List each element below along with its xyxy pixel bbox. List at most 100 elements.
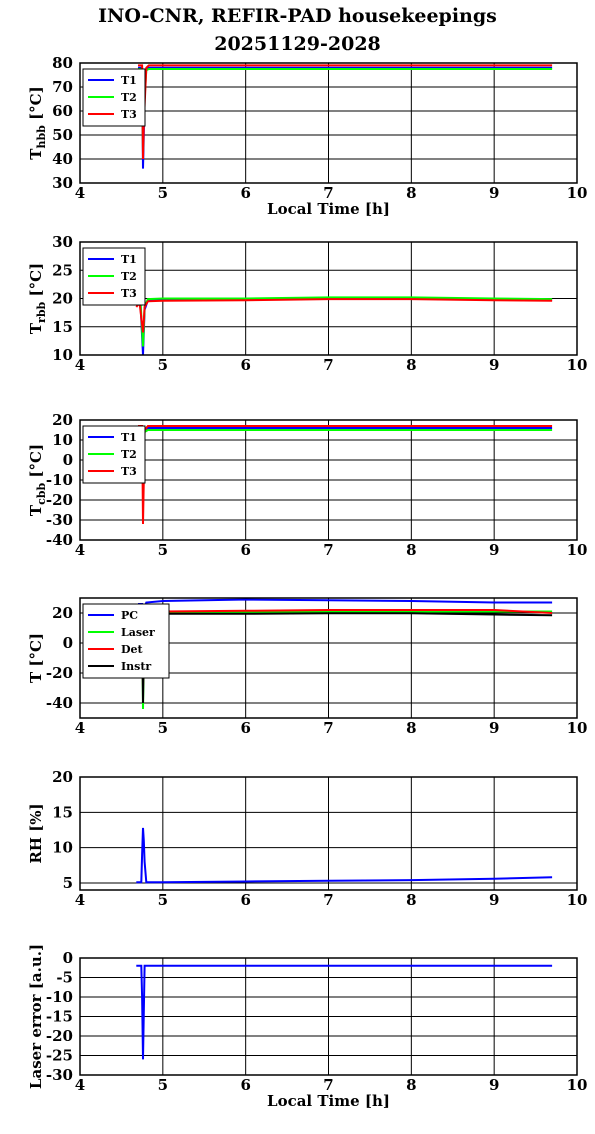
y-tick-label: -30 bbox=[46, 1066, 73, 1084]
legend-label: Det bbox=[121, 643, 144, 656]
series-line-t3 bbox=[138, 425, 553, 525]
legend-label: PC bbox=[121, 609, 138, 622]
legend: T1 T2 T3 bbox=[82, 247, 146, 306]
x-tick-label: 6 bbox=[240, 1076, 250, 1094]
x-tick-label: 8 bbox=[406, 719, 416, 737]
x-tick-label: 7 bbox=[323, 1076, 333, 1094]
x-tick-label: 5 bbox=[158, 719, 168, 737]
x-tick-label: 7 bbox=[323, 891, 333, 909]
y-tick-label: -40 bbox=[46, 531, 73, 549]
y-tick-label: 0 bbox=[63, 949, 73, 967]
x-tick-label: 7 bbox=[323, 356, 333, 374]
y-tick-label: 60 bbox=[52, 102, 73, 120]
y-tick-label: 10 bbox=[52, 346, 73, 364]
y-tick-label: -40 bbox=[46, 694, 73, 712]
y-tick-label: -20 bbox=[46, 491, 73, 509]
plot-frame bbox=[79, 419, 578, 541]
y-axis-label: Trbb [°C] bbox=[27, 263, 48, 334]
y-tick-label: -15 bbox=[46, 1008, 73, 1026]
x-tick-label: 8 bbox=[406, 356, 416, 374]
x-tick-label: 5 bbox=[158, 1076, 168, 1094]
x-tick-label: 7 bbox=[323, 184, 333, 202]
x-tick-label: 6 bbox=[240, 541, 250, 559]
x-tick-label: 10 bbox=[567, 891, 588, 909]
series-line-t2 bbox=[138, 68, 553, 155]
plot-frame bbox=[79, 241, 578, 356]
y-tick-label: 0 bbox=[63, 634, 73, 652]
x-tick-label: 9 bbox=[489, 184, 499, 202]
x-tick-label: 4 bbox=[75, 541, 85, 559]
y-tick-label: -25 bbox=[46, 1047, 73, 1065]
plot-frame bbox=[79, 62, 578, 184]
x-tick-label: 5 bbox=[158, 356, 168, 374]
plot-panel-6: 4 5 6 7 8 9 10 -30-25 -20-15 -10-5 0 Laser error [a… bbox=[27, 944, 587, 1110]
series-line-data bbox=[136, 827, 553, 884]
y-tick-label: 20 bbox=[52, 290, 73, 308]
legend-label: T1 bbox=[121, 74, 137, 87]
y-tick-label: 40 bbox=[52, 150, 73, 168]
y-tick-label: 25 bbox=[52, 261, 73, 279]
y-tick-label: 15 bbox=[52, 318, 73, 336]
y-axis-label: Thbb [°C] bbox=[27, 86, 48, 159]
y-tick-label: 10 bbox=[52, 839, 73, 857]
y-tick-label: 20 bbox=[52, 604, 73, 622]
x-tick-label: 6 bbox=[240, 356, 250, 374]
legend: PC Laser Det Instr bbox=[82, 603, 170, 679]
legend-label: T3 bbox=[121, 108, 137, 121]
series-line-t2 bbox=[138, 429, 553, 445]
x-axis-label: Local Time [h] bbox=[267, 200, 390, 218]
y-tick-label: 10 bbox=[52, 431, 73, 449]
x-tick-label: 10 bbox=[567, 541, 588, 559]
y-tick-label: -30 bbox=[46, 511, 73, 529]
x-tick-label: 4 bbox=[75, 356, 85, 374]
y-axis-label: Laser error [a.u.] bbox=[27, 944, 45, 1089]
legend-label: T2 bbox=[121, 448, 137, 461]
x-tick-label: 7 bbox=[323, 719, 333, 737]
series-line-data bbox=[136, 964, 553, 1060]
x-tick-label: 9 bbox=[489, 356, 499, 374]
x-tick-label: 9 bbox=[489, 1076, 499, 1094]
y-tick-label: 0 bbox=[63, 451, 73, 469]
y-tick-label: -10 bbox=[46, 988, 73, 1006]
legend-label: T1 bbox=[121, 253, 137, 266]
x-tick-label: 4 bbox=[75, 1076, 85, 1094]
series-line-det bbox=[138, 609, 553, 689]
series-line-t1 bbox=[138, 66, 553, 169]
x-tick-label: 4 bbox=[75, 184, 85, 202]
x-tick-label: 4 bbox=[75, 719, 85, 737]
y-tick-label: 15 bbox=[52, 803, 73, 821]
series-line-t3 bbox=[138, 64, 553, 160]
y-axis-label: RH [%] bbox=[27, 803, 45, 863]
x-tick-label: 9 bbox=[489, 541, 499, 559]
x-tick-label: 10 bbox=[567, 1076, 588, 1094]
plot-panel-4: 4 5 6 7 8 9 10 -40 -20 0 20 T [°C] PC Laser Det Instr bbox=[27, 597, 588, 737]
y-tick-label: 5 bbox=[63, 874, 73, 892]
chart-title: INO-CNR, REFIR-PAD housekeepings bbox=[98, 5, 497, 27]
legend-label: Instr bbox=[121, 660, 151, 673]
y-tick-label: 30 bbox=[52, 233, 73, 251]
y-tick-label: 50 bbox=[52, 126, 73, 144]
legend-label: T3 bbox=[121, 465, 137, 478]
x-tick-label: 9 bbox=[489, 719, 499, 737]
x-tick-label: 6 bbox=[240, 184, 250, 202]
legend-label: T3 bbox=[121, 287, 137, 300]
x-tick-label: 10 bbox=[567, 719, 588, 737]
plot-frame bbox=[79, 957, 578, 1076]
y-tick-label: 20 bbox=[52, 411, 73, 429]
plot-frame bbox=[79, 597, 578, 719]
y-tick-label: -20 bbox=[46, 664, 73, 682]
series-line-t3 bbox=[135, 298, 553, 333]
legend-label: T2 bbox=[121, 91, 137, 104]
series-line-instr bbox=[138, 612, 553, 704]
chart-subtitle: 20251129-2028 bbox=[214, 33, 381, 55]
plot-frame bbox=[79, 776, 578, 891]
x-tick-label: 7 bbox=[323, 541, 333, 559]
x-tick-label: 8 bbox=[406, 184, 416, 202]
series-line-t2 bbox=[138, 296, 553, 347]
x-tick-label: 10 bbox=[567, 184, 588, 202]
y-tick-label: 20 bbox=[52, 768, 73, 786]
